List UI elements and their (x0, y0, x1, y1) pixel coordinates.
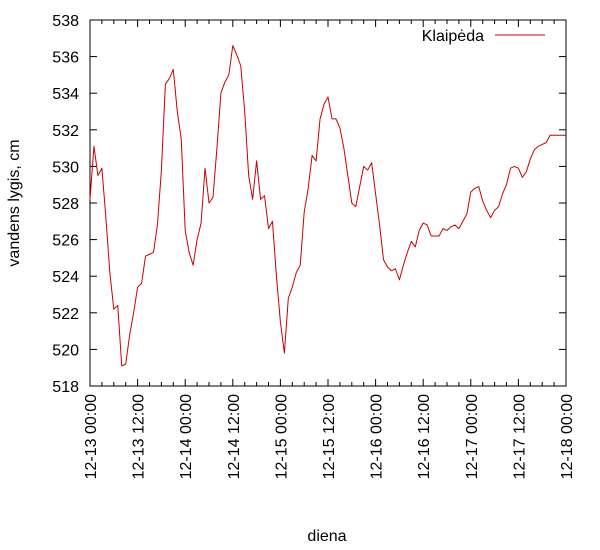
plot-frame (89, 19, 567, 387)
x-tick-label: 12-16 00:00 (369, 394, 386, 480)
series-layer (89, 45, 566, 367)
x-tick-label: 12-15 00:00 (273, 394, 290, 480)
series-line-0 (89, 45, 566, 367)
y-axis-title: vandens lygis, cm (6, 139, 23, 266)
x-tick-label: 12-16 12:00 (416, 394, 433, 480)
x-tick-label: 12-14 12:00 (226, 394, 243, 480)
y-tick-label: 530 (52, 159, 79, 176)
x-tick-label: 12-13 00:00 (83, 394, 100, 480)
x-tick-label: 12-17 12:00 (511, 394, 528, 480)
y-tick-label: 534 (52, 86, 79, 103)
x-tick-label: 12-17 00:00 (464, 394, 481, 480)
y-tick-label: 526 (52, 233, 79, 250)
x-tick-label: 12-15 12:00 (321, 394, 338, 480)
y-tick-label: 532 (52, 123, 79, 140)
y-tick-label: 528 (52, 196, 79, 213)
x-tick-label: 12-18 00:00 (559, 394, 576, 480)
y-tick-label: 536 (52, 50, 79, 67)
y-tick-label: 520 (52, 342, 79, 359)
y-tick-label: 524 (52, 269, 79, 286)
legend: Klaipėda (422, 28, 545, 45)
legend-label: Klaipėda (422, 28, 484, 45)
y-tick-label: 518 (52, 379, 79, 396)
x-axis-title: diena (307, 528, 346, 545)
x-axis: 12-13 00:00 12-13 12:00 12-14 00:00 12-14 1… (83, 20, 576, 479)
y-tick-label: 538 (52, 13, 79, 30)
y-tick-label: 522 (52, 306, 79, 323)
x-tick-label: 12-14 00:00 (178, 394, 195, 480)
x-tick-label: 12-13 12:00 (131, 394, 148, 480)
y-axis: 518 520 522 524 526 528 530 532 534 536 538 (52, 13, 566, 396)
